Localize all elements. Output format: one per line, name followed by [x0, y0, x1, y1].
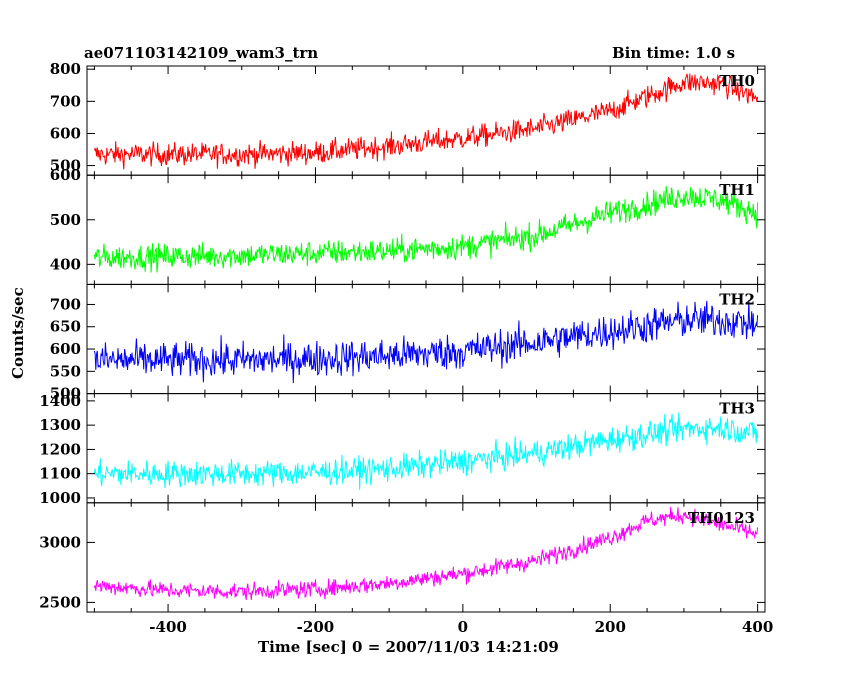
series-line-th0 [93, 73, 759, 170]
y-tick-label-th3: 1400 [39, 392, 81, 410]
y-tick-label-th2: 500 [50, 385, 81, 403]
y-tick-label-th0: 500 [50, 157, 81, 175]
panel-label-th2: TH2 [719, 290, 755, 308]
x-tick-label: -400 [149, 618, 187, 636]
y-tick-label-th0123: 3000 [39, 533, 81, 551]
series-line-th2 [93, 300, 759, 384]
y-tick-label-th3: 1200 [39, 440, 81, 458]
x-tick-label: 400 [742, 618, 773, 636]
panel-label-th0: TH0 [719, 72, 755, 90]
x-tick-label: -200 [297, 618, 335, 636]
panel-frame-th2 [86, 283, 766, 395]
y-tick-label-th1: 600 [50, 166, 81, 184]
y-tick-label-th1: 400 [50, 255, 81, 273]
x-tick-label: 0 [458, 618, 468, 636]
y-tick-label-th3: 1000 [39, 489, 81, 507]
panel-label-th0123: TH0123 [688, 509, 755, 527]
x-axis-label: Time [sec] 0 = 2007/11/03 14:21:09 [258, 638, 559, 656]
y-tick-label-th0: 800 [50, 60, 81, 78]
series-line-th1 [93, 186, 759, 273]
y-tick-label-th0123: 2500 [39, 593, 81, 611]
y-axis-label: Counts/sec [9, 287, 27, 379]
series-line-th3 [93, 412, 759, 490]
panel-frame-th0 [86, 65, 766, 176]
panel-frame-th3 [86, 393, 766, 504]
y-tick-label-th2: 650 [50, 318, 81, 336]
y-tick-label-th2: 600 [50, 340, 81, 358]
panel-frame-th1 [86, 174, 766, 285]
chart-title: ae071103142109_wam3_trn [84, 44, 319, 62]
bin-time-label: Bin time: 1.0 s [612, 44, 736, 62]
y-tick-label-th2: 550 [50, 362, 81, 380]
y-tick-label-th2: 700 [50, 295, 81, 313]
panel-label-th3: TH3 [719, 400, 755, 418]
y-tick-label-th0: 700 [50, 92, 81, 110]
y-tick-label-th3: 1300 [39, 416, 81, 434]
panel-label-th1: TH1 [719, 181, 755, 199]
y-tick-label-th1: 500 [50, 211, 81, 229]
y-tick-label-th3: 1100 [39, 465, 81, 483]
series-line-th0123 [93, 506, 759, 601]
x-tick-label: 200 [595, 618, 626, 636]
y-tick-label-th0: 600 [50, 124, 81, 142]
